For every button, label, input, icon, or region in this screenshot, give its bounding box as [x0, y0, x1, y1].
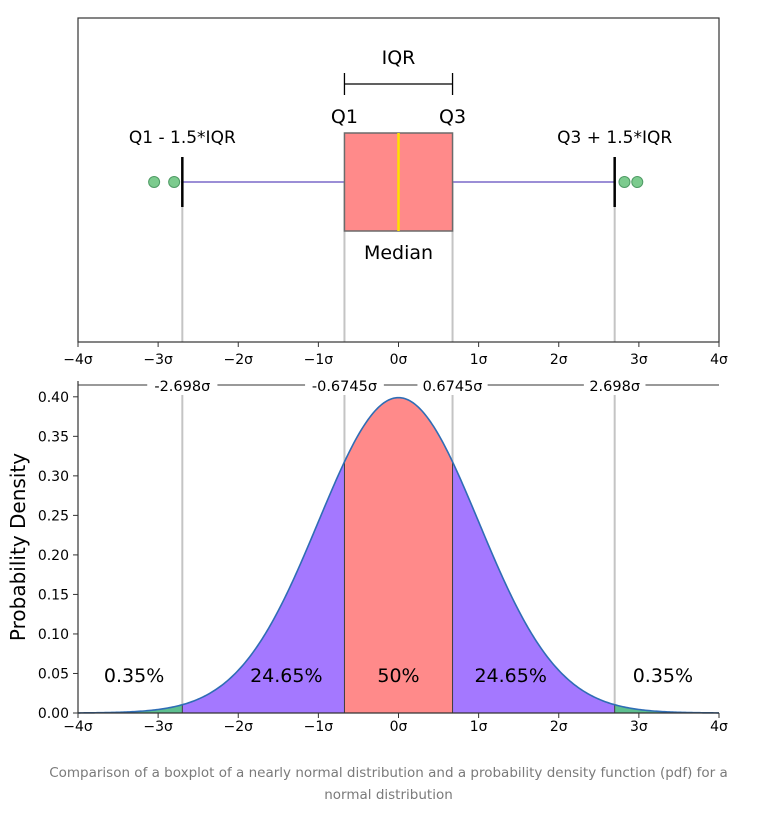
- region-percent-label: 0.35%: [633, 665, 693, 687]
- boundary-label-bg: [583, 376, 646, 394]
- pdf-region: [344, 397, 453, 713]
- lower-fence-label: Q1 - 1.5*IQR: [129, 128, 236, 148]
- pdf-x-tick-label: −4σ: [63, 719, 93, 735]
- pdf-y-tick-label: 0.15: [38, 587, 69, 603]
- boxplot-x-tick-label: 0σ: [390, 352, 408, 368]
- outlier-point: [168, 176, 181, 188]
- boxplot-x-tick-label: 2σ: [550, 352, 568, 368]
- pdf-x-tick-label: −2σ: [223, 719, 253, 735]
- region-percent-label: 0.35%: [104, 665, 164, 687]
- boxplot-x-tick-label: −3σ: [143, 352, 173, 368]
- pdf-y-tick-label: 0.30: [38, 469, 69, 485]
- boxplot-panel: IQR Q1 Q3 Q1 - 1.5*IQR Q3 + 1.5*IQR Medi…: [63, 17, 728, 368]
- pdf-x-tick-label: −1σ: [304, 719, 334, 735]
- boxplot-x-tick-label: −4σ: [63, 352, 93, 368]
- pdf-region: [78, 704, 183, 713]
- boxplot-x-tick-label: −2σ: [223, 352, 253, 368]
- boxplot-x-tick-label: −1σ: [304, 352, 334, 368]
- pdf-guide-lines: [181, 395, 616, 713]
- pdf-x-tick-label: 1σ: [470, 719, 488, 735]
- pdf-x-axis: −4σ −3σ −2σ −1σ 0σ 1σ 2σ 3σ 4σ: [63, 713, 728, 735]
- pdf-y-tick-label: 0.20: [38, 548, 69, 564]
- pdf-region: [452, 461, 615, 713]
- pdf-y-tick-label: 0.35: [38, 429, 69, 445]
- pdf-y-tick-label: 0.05: [38, 666, 69, 682]
- pdf-x-tick-label: 0σ: [390, 719, 408, 735]
- pdf-regions: [78, 397, 719, 713]
- pdf-x-tick-label: 2σ: [550, 719, 568, 735]
- y-axis-label: Probability Density: [6, 453, 30, 641]
- outlier-point: [148, 176, 161, 188]
- boundary-label-bg: [417, 376, 488, 394]
- pdf-y-tick-label: 0.00: [38, 706, 69, 722]
- pdf-panel: 0.35% 24.65% 50% 24.65% 0.35% -2.698σ -0.6745…: [6, 376, 728, 735]
- boundary-labels: -2.698σ -0.6745σ 0.6745σ 2.698σ: [78, 376, 719, 395]
- pdf-x-tick-label: −3σ: [143, 719, 173, 735]
- median-label: Median: [364, 242, 433, 264]
- pdf-region: [614, 704, 719, 713]
- outlier-point: [631, 176, 644, 188]
- boundary-label: 0.6745σ: [423, 379, 483, 395]
- iqr-label: IQR: [382, 47, 416, 69]
- pdf-y-tick-label: 0.25: [38, 508, 69, 524]
- boundary-label: 2.698σ: [589, 379, 640, 395]
- region-percent-label: 24.65%: [250, 665, 322, 687]
- boxplot-x-tick-label: 4σ: [710, 352, 728, 368]
- pdf-curve: [78, 396, 719, 714]
- boundary-label-bg: [147, 376, 218, 394]
- boundary-label-bg: [305, 376, 384, 394]
- figure: IQR Q1 Q3 Q1 - 1.5*IQR Q3 + 1.5*IQR Medi…: [6, 17, 728, 735]
- caption-text: Comparison of a boxplot of a nearly norm…: [49, 765, 728, 803]
- pdf-y-tick-label: 0.10: [38, 627, 69, 643]
- q1-label: Q1: [331, 106, 358, 128]
- region-percent-label: 24.65%: [474, 665, 546, 687]
- q3-label: Q3: [439, 106, 466, 128]
- pdf-x-tick-label: 3σ: [630, 719, 648, 735]
- figure-caption: Comparison of a boxplot of a nearly norm…: [0, 762, 777, 806]
- pdf-region: [182, 461, 345, 713]
- boxplot-x-tick-label: 3σ: [630, 352, 648, 368]
- boundary-label: -0.6745σ: [312, 379, 377, 395]
- boundary-label: -2.698σ: [154, 379, 210, 395]
- upper-fence-label: Q3 + 1.5*IQR: [557, 128, 672, 148]
- region-percent-label: 50%: [377, 665, 419, 687]
- outlier-points: [148, 176, 644, 188]
- boxplot-x-axis: −4σ −3σ −2σ −1σ 0σ 1σ 2σ 3σ 4σ: [63, 342, 728, 368]
- region-percent-labels: 0.35% 24.65% 50% 24.65% 0.35%: [104, 665, 693, 687]
- outlier-point: [618, 176, 631, 188]
- pdf-x-tick-label: 4σ: [710, 719, 728, 735]
- pdf-y-tick-label: 0.40: [38, 390, 69, 406]
- pdf-y-axis: 0.00 0.05 0.10 0.15 0.20 0.25 0.30 0.35 0.40: [38, 390, 78, 722]
- boxplot-x-tick-label: 1σ: [470, 352, 488, 368]
